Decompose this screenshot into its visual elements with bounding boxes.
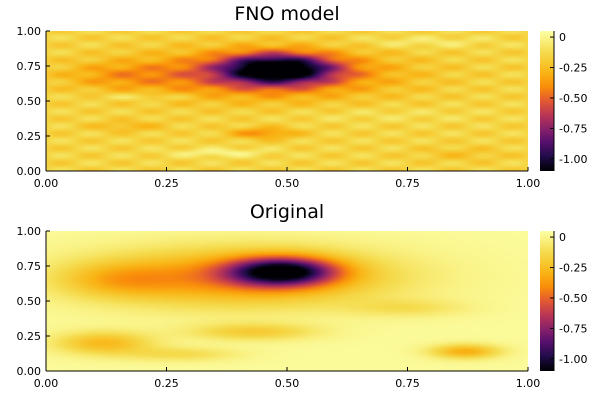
colorbar-tick-label: -0.50 xyxy=(559,92,587,105)
colorbar-tick-label: -0.75 xyxy=(559,122,587,135)
colorbar-tick-label: -0.25 xyxy=(559,262,587,275)
heatmap-image xyxy=(46,31,528,171)
x-tick-label: 1.00 xyxy=(516,177,541,190)
y-tick-label: 0.25 xyxy=(17,130,42,143)
x-tick-label: 0.25 xyxy=(154,177,179,190)
x-tick-label: 0.75 xyxy=(395,377,420,390)
colorbar-tick-label: -1.00 xyxy=(559,153,587,166)
colorbar-tick-label: -0.50 xyxy=(559,292,587,305)
y-tick-label: 0.75 xyxy=(17,60,42,73)
x-tick-label: 0.25 xyxy=(154,377,179,390)
heatmap-image xyxy=(46,231,528,371)
y-tick-label: 0.75 xyxy=(17,260,42,273)
y-tick-label: 0.25 xyxy=(17,330,42,343)
x-tick-label: 1.00 xyxy=(516,377,541,390)
colorbar-tick-label: -1.00 xyxy=(559,353,587,366)
x-tick-label: 0.00 xyxy=(34,377,59,390)
y-tick-label: 1.00 xyxy=(17,25,42,38)
colorbar xyxy=(540,231,554,371)
x-tick-label: 0.50 xyxy=(275,377,300,390)
heatmap-panel-fno-model: FNO model 0.00 0.25 0.50 0.75 1.00 0.00 0.25 0.5… xyxy=(17,3,588,190)
colorbar-tick-label: 0 xyxy=(559,31,566,44)
colorbar-tick-label: -0.25 xyxy=(559,62,587,75)
y-tick-label: 0.00 xyxy=(17,165,42,178)
x-tick-label: 0.00 xyxy=(34,177,59,190)
chart-title: Original xyxy=(250,201,324,223)
colorbar xyxy=(540,31,554,171)
y-tick-label: 1.00 xyxy=(17,225,42,238)
y-tick-label: 0.50 xyxy=(17,95,42,108)
x-tick-label: 0.50 xyxy=(275,177,300,190)
heatmap-panel-original: Original 0.00 0.25 0.50 0.75 1.00 0.00 0.25 0.50… xyxy=(17,201,588,390)
colorbar-tick-label: 0 xyxy=(559,231,566,244)
chart-title: FNO model xyxy=(234,3,339,25)
x-tick-label: 0.75 xyxy=(395,177,420,190)
y-tick-label: 0.50 xyxy=(17,295,42,308)
y-tick-label: 0.00 xyxy=(17,365,42,378)
colorbar-tick-label: -0.75 xyxy=(559,322,587,335)
